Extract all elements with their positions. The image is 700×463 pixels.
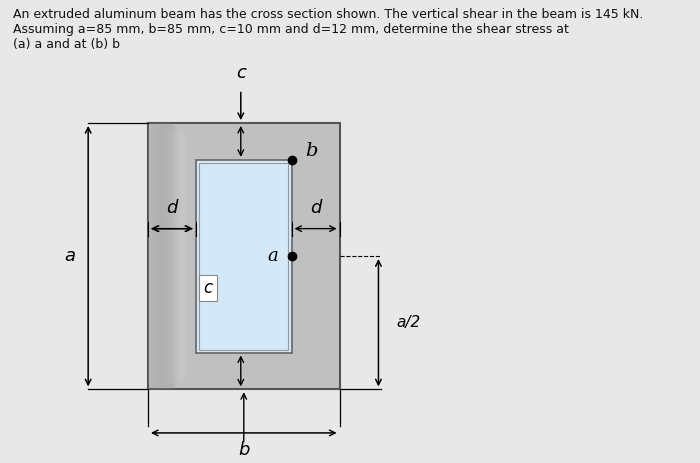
Text: a: a [64, 247, 76, 265]
Text: c: c [236, 64, 246, 82]
Bar [171, 130, 181, 383]
Bar [196, 160, 292, 352]
Bar [152, 124, 174, 388]
Bar [155, 125, 175, 387]
Bar [160, 126, 176, 386]
Bar [165, 128, 178, 384]
Bar [199, 163, 288, 350]
Bar [167, 129, 179, 384]
Bar [175, 131, 182, 382]
Text: a/2: a/2 [396, 315, 421, 330]
Bar [148, 123, 172, 389]
Bar [158, 126, 176, 387]
Text: c: c [203, 279, 212, 297]
Bar [150, 124, 173, 389]
Text: An extruded aluminum beam has the cross section shown. The vertical shear in the: An extruded aluminum beam has the cross … [13, 8, 644, 51]
Bar [148, 123, 340, 389]
Bar [154, 125, 174, 388]
Bar [173, 130, 181, 382]
Text: b: b [238, 441, 249, 459]
Bar [162, 127, 177, 385]
Bar [176, 131, 183, 381]
Bar [183, 133, 185, 379]
Bar [163, 127, 178, 385]
Bar [181, 132, 184, 380]
Text: a: a [267, 247, 279, 265]
Bar [184, 133, 186, 379]
Bar [178, 132, 183, 381]
Text: b: b [304, 142, 317, 160]
Text: d: d [310, 199, 321, 217]
Text: d: d [167, 199, 178, 217]
Bar [169, 129, 180, 383]
